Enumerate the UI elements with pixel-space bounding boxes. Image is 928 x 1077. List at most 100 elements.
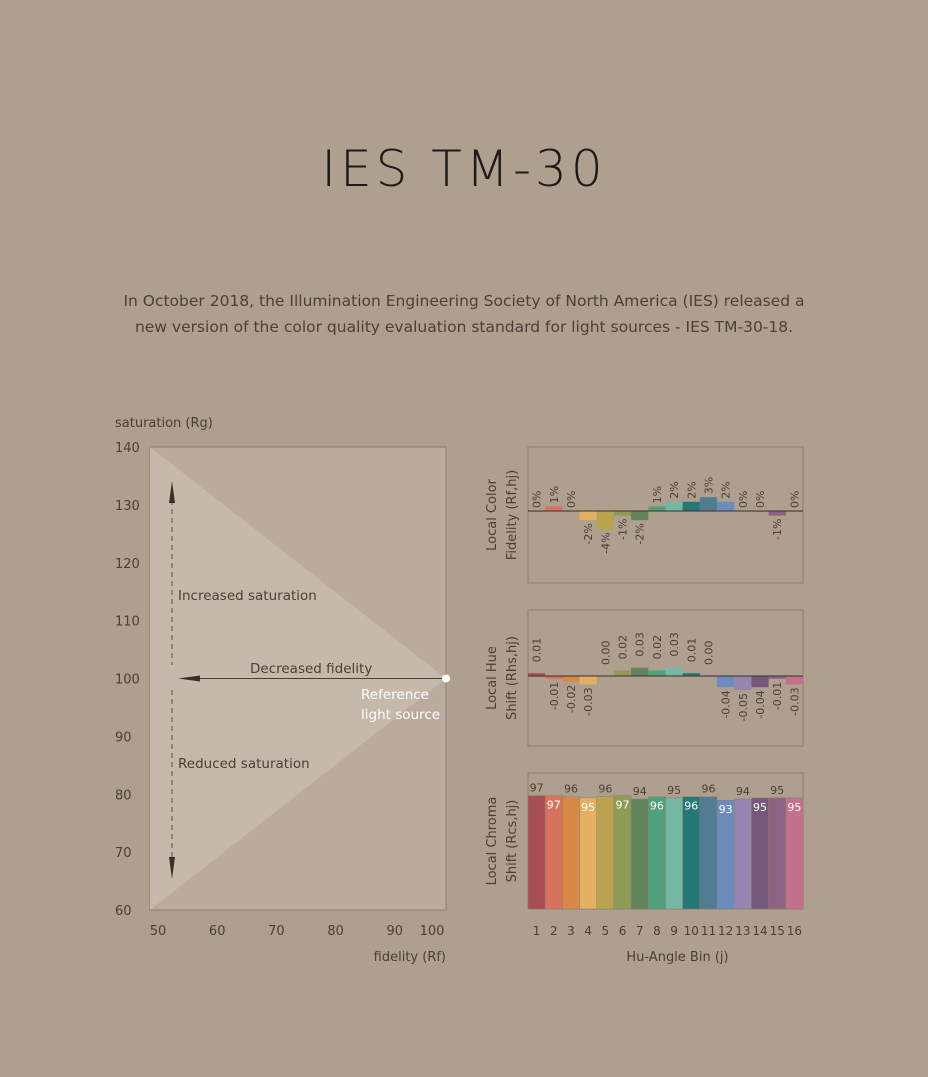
fidelity-data-label: 0%: [565, 491, 578, 508]
fidelity-bar: [613, 511, 632, 516]
fidelity-bar: [699, 497, 718, 511]
hue-shift-bar: [579, 676, 597, 685]
fidelity-data-label: 2%: [685, 481, 698, 498]
fidelity-data-label: 1%: [548, 486, 561, 503]
fidelity-data-label: -1%: [771, 519, 784, 540]
fidelity-data-label: 0%: [737, 491, 750, 508]
chroma-data-label: 95: [667, 784, 681, 797]
chroma-bar: [785, 797, 804, 910]
hue-shift-data-label: -0.01: [548, 682, 561, 710]
hue-shift-data-label: -0.05: [737, 693, 750, 721]
bin-tick-label: 4: [584, 924, 592, 938]
chroma-data-label: 97: [616, 799, 630, 812]
hue-shift-data-label: -0.04: [720, 690, 733, 718]
chroma-bar: [682, 796, 701, 910]
x-axis-label: fidelity (Rf): [374, 950, 446, 965]
chroma-bar: [716, 799, 735, 910]
arrow-up-icon: [169, 481, 175, 503]
hue-shift-data-label: 0.00: [702, 641, 715, 666]
bin-tick-label: 10: [684, 924, 699, 938]
chroma-data-label: 96: [684, 800, 698, 813]
fidelity-data-label: 1%: [651, 486, 664, 503]
chroma-data-label: 95: [581, 801, 595, 814]
hue-shift-data-label: 0.02: [651, 635, 664, 660]
chroma-data-label: 96: [701, 783, 715, 796]
bin-tick-label: 13: [735, 924, 750, 938]
y-axis-label: saturation (Rg): [115, 416, 213, 431]
fidelity-bar: [717, 501, 735, 511]
bin-tick-label: 12: [718, 924, 733, 938]
fidelity-data-label: -2%: [582, 523, 595, 544]
x-tick-label: 90: [387, 924, 404, 939]
hue-shift-bar: [785, 676, 803, 685]
hue-shift-data-label: 0.02: [617, 635, 630, 660]
hue-shift-bar: [734, 676, 752, 690]
x-tick-label: 60: [209, 924, 226, 939]
chroma-data-label: 95: [753, 801, 767, 814]
hue-shift-data-label: -0.03: [788, 687, 801, 715]
chroma-bar: [751, 797, 769, 910]
page-title: IES TM-30: [321, 140, 607, 198]
chroma-data-label: 96: [650, 800, 664, 813]
fidelity-bar: [545, 506, 563, 511]
chroma-bar: [734, 798, 752, 910]
reference-label: Reference: [361, 687, 429, 703]
chroma-data-label: 94: [736, 785, 750, 798]
chroma-data-label: 97: [547, 799, 561, 812]
hue-shift-bar: [682, 673, 700, 676]
y-tick-label: 130: [115, 499, 140, 514]
fidelity-data-label: 2%: [720, 481, 733, 498]
hue-shift-data-label: 0.01: [685, 638, 698, 663]
bin-tick-label: 5: [602, 924, 610, 938]
chroma-bar: [768, 797, 787, 910]
chroma-bar: [665, 797, 683, 910]
hue-shift-bar: [751, 676, 769, 688]
hue-shift-data-label: 0.00: [599, 641, 612, 666]
chroma-data-label: 96: [598, 783, 612, 796]
chroma-bar: [613, 795, 632, 910]
chroma-bar: [527, 795, 546, 910]
fidelity-bar: [579, 511, 597, 521]
chroma-data-label: 96: [564, 783, 578, 796]
y-tick-label: 110: [115, 615, 140, 630]
hue-shift-bar: [613, 670, 632, 676]
fidelity-data-label: 0%: [754, 491, 767, 508]
y-tick-label: 120: [115, 557, 140, 572]
fidelity-bar: [631, 511, 649, 521]
arrow-left-icon: [178, 675, 200, 682]
hue-shift-data-label: -0.03: [582, 687, 595, 715]
hue-shift-data-label: 0.03: [634, 632, 647, 657]
fidelity-data-label: -4%: [599, 532, 612, 553]
fidelity-bar: [665, 501, 683, 511]
y-tick-label: 90: [115, 730, 132, 745]
hue-shift-data-label: 0.03: [668, 632, 681, 657]
fidelity-bar: [596, 511, 614, 530]
hue-shift-bar: [648, 670, 666, 676]
chroma-bar: [596, 796, 615, 910]
bin-tick-label: 6: [619, 924, 627, 938]
panel-y-label: Fidelity (Rf,hj): [505, 470, 520, 560]
hue-shift-bar: [528, 673, 546, 676]
panel-frame: [527, 446, 804, 584]
hue-shift-data-label: -0.04: [754, 690, 767, 718]
bin-tick-label: 11: [701, 924, 716, 938]
x-tick-label: 70: [268, 924, 285, 939]
bin-tick-label: 1: [533, 924, 541, 938]
chroma-bar: [544, 795, 563, 910]
chroma-data-label: 93: [719, 803, 733, 816]
y-tick-label: 80: [115, 788, 132, 803]
reference-point: [442, 674, 450, 683]
x-tick-label: 50: [150, 924, 167, 939]
hue-shift-bar: [631, 667, 649, 676]
arrow-down-icon: [169, 857, 175, 879]
hue-shift-bar: [665, 667, 683, 676]
chroma-bar: [562, 796, 580, 910]
x-tick-label: 80: [327, 924, 344, 939]
panel-y-label: Local Color: [485, 478, 500, 550]
y-tick-label: 100: [115, 673, 140, 688]
y-tick-label: 60: [115, 904, 132, 919]
panel-y-label: Local Chroma: [485, 797, 500, 886]
chroma-bar: [630, 798, 649, 910]
hue-shift-bar: [562, 676, 580, 682]
